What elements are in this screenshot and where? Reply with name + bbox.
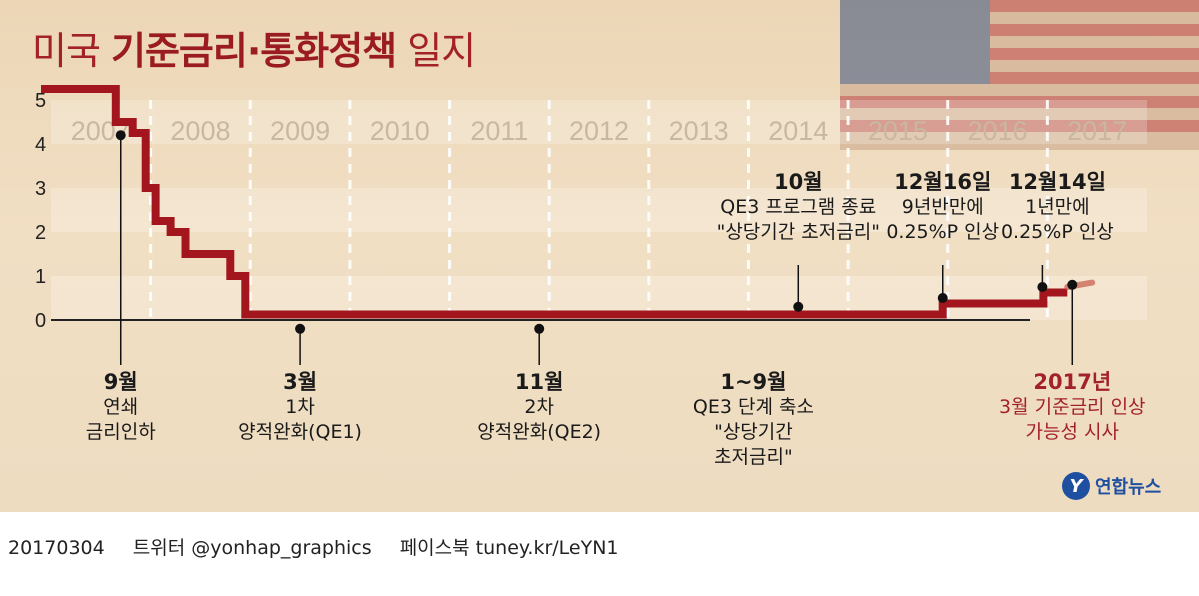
event-dot bbox=[793, 301, 804, 312]
event-dot bbox=[534, 323, 545, 334]
event-annotation-line: 양적완화(QE1) bbox=[238, 421, 362, 443]
year-label: 2012 bbox=[569, 116, 629, 146]
event-annotation-line: 9년반만에 bbox=[901, 196, 984, 218]
span-annotation-line: "상당기간 bbox=[714, 421, 793, 443]
event-annotation-line: 연쇄 bbox=[103, 396, 139, 418]
y-tick-label: 4 bbox=[35, 134, 46, 156]
year-label: 2008 bbox=[170, 116, 230, 146]
footer-twitter: 트위터 @yonhap_graphics bbox=[132, 537, 372, 559]
span-annotation-title: 1~9월 bbox=[720, 370, 787, 394]
event-dot bbox=[115, 130, 126, 141]
year-label: 2015 bbox=[868, 116, 928, 146]
event-annotation-line: 0.25%P 인상 bbox=[886, 221, 1000, 243]
y-tick-label: 0 bbox=[35, 310, 46, 332]
title-part1: 미국 bbox=[32, 29, 111, 73]
event-annotation-title: 12월16일 bbox=[894, 170, 992, 194]
y-tick-label: 5 bbox=[35, 90, 46, 112]
footer: 20170304 트위터 @yonhap_graphics 페이스북 tuney… bbox=[8, 533, 641, 560]
event-annotation-line: 1년만에 bbox=[1025, 196, 1090, 218]
rate-chart: 2007 2008 2009 2010 2011 2012 2013 2014 2015 2016… bbox=[35, 85, 1147, 365]
event-annotation-line: 2차 bbox=[524, 396, 554, 418]
event-annotation-line: 3월 기준금리 인상 bbox=[999, 396, 1146, 418]
event-annotation-line: 가능성 시사 bbox=[1025, 421, 1119, 443]
event-annotation-title: 11월 bbox=[514, 370, 564, 394]
event-annotation-title: 2017년 bbox=[1033, 370, 1112, 394]
title-part3: 일지 bbox=[396, 29, 476, 73]
event-dot bbox=[1067, 279, 1078, 290]
y-tick-label: 1 bbox=[35, 266, 46, 288]
event-annotation: 12월16일 9년반만에 0.25%P 인상 bbox=[886, 170, 999, 245]
event-dot bbox=[295, 323, 306, 334]
event-annotation-title: 10월 bbox=[773, 170, 823, 194]
event-annotation: 12월14일 1년만에 0.25%P 인상 bbox=[1001, 170, 1114, 245]
event-dot bbox=[937, 293, 948, 303]
event-annotation-line: 금리인하 bbox=[85, 421, 156, 443]
us-flag-graphic bbox=[840, 0, 1199, 150]
year-label: 2014 bbox=[768, 116, 828, 146]
year-label: 2009 bbox=[270, 116, 330, 146]
event-annotation-line: 양적완화(QE2) bbox=[477, 421, 602, 443]
grid-band bbox=[51, 188, 1147, 232]
y-tick-label: 3 bbox=[35, 178, 46, 200]
year-label: 2013 bbox=[669, 116, 729, 146]
event-annotation-title: 12월14일 bbox=[1008, 170, 1106, 194]
footer-facebook: 페이스북 tuney.kr/LeYN1 bbox=[399, 537, 619, 559]
event-annotation-line: 0.25%P 인상 bbox=[1000, 221, 1114, 243]
year-label: 2017 bbox=[1067, 116, 1127, 146]
event-annotation-title: 9월 bbox=[103, 370, 138, 394]
span-annotation-line: 초저금리" bbox=[714, 446, 793, 468]
title-part2: 기준금리·통화정책 bbox=[111, 29, 397, 73]
footer-date: 20170304 bbox=[8, 537, 105, 559]
event-annotation-line: "상당기간 초저금리" bbox=[716, 221, 880, 243]
yonhap-name: 연합뉴스 bbox=[1095, 477, 1162, 498]
span-annotation-line: QE3 단계 축소 bbox=[692, 396, 814, 418]
y-tick-label: 2 bbox=[35, 222, 46, 244]
grid-band bbox=[51, 100, 1147, 144]
event-annotation: 10월 QE3 프로그램 종료 "상당기간 초저금리" bbox=[717, 170, 880, 245]
rate-line bbox=[41, 85, 1068, 319]
page-title: 미국 기준금리·통화정책 일지 bbox=[32, 20, 476, 75]
year-label: 2011 bbox=[470, 116, 528, 146]
yonhap-logo: Y 연합뉴스 bbox=[1062, 472, 1161, 500]
event-annotation-line: 1차 bbox=[285, 396, 315, 418]
event-annotation-title: 3월 bbox=[283, 370, 318, 394]
yonhap-mark: Y bbox=[1062, 472, 1090, 500]
year-label: 2016 bbox=[968, 116, 1028, 146]
event-annotation-line: QE3 프로그램 종료 bbox=[720, 196, 877, 218]
event-dot bbox=[1037, 282, 1048, 292]
year-label: 2010 bbox=[370, 116, 430, 146]
